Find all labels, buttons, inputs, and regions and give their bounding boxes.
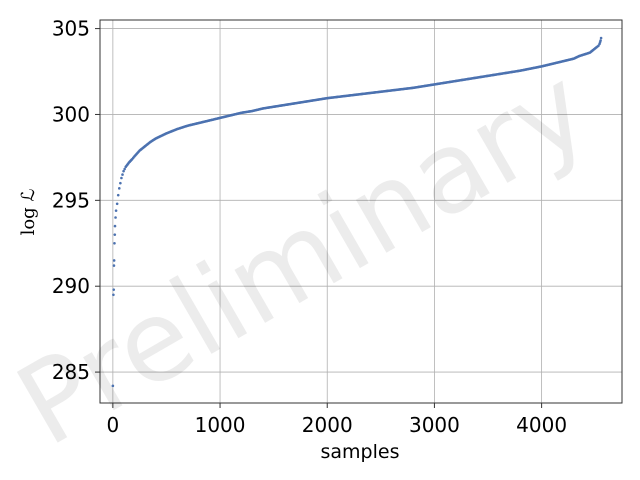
data-point <box>130 158 133 162</box>
data-point <box>123 167 126 171</box>
data-point <box>112 293 115 297</box>
data-point <box>113 224 117 228</box>
x-tick-label: 1000 <box>195 413 246 437</box>
data-point <box>599 36 603 40</box>
data-point <box>116 193 120 197</box>
data-point <box>112 264 116 267</box>
x-tick-label: 0 <box>106 413 119 437</box>
data-point <box>114 209 118 212</box>
y-tick-label: 290 <box>52 274 90 298</box>
x-tick-labels: 0 1000 2000 3000 4000 <box>106 403 567 437</box>
y-axis-title: log ℒ <box>18 189 39 236</box>
data-point <box>594 46 598 49</box>
x-tick-label: 4000 <box>516 413 567 437</box>
data-point <box>112 259 116 262</box>
y-tick-label: 285 <box>52 360 90 384</box>
x-axis-title: samples <box>321 441 400 463</box>
data-point <box>115 202 119 206</box>
data-point <box>148 141 151 144</box>
data-point <box>117 187 121 190</box>
data-point <box>599 39 602 42</box>
y-tick-labels: 285 290 295 300 305 <box>52 17 100 384</box>
data-points <box>111 36 603 388</box>
y-tick-label: 305 <box>52 17 90 41</box>
plot-frame <box>99 19 623 404</box>
data-point <box>120 176 123 180</box>
data-point <box>119 181 122 185</box>
data-point <box>113 241 116 245</box>
data-point <box>111 384 115 388</box>
data-point <box>590 49 594 53</box>
data-point <box>112 288 116 291</box>
preliminary-watermark: Preliminary <box>0 43 609 472</box>
data-point <box>113 233 117 236</box>
data-point <box>592 47 596 51</box>
data-point <box>137 150 141 153</box>
data-point <box>142 145 146 149</box>
data-point <box>126 162 130 165</box>
grid-lines <box>100 20 622 403</box>
data-point <box>121 173 124 176</box>
y-tick-label: 300 <box>52 102 90 126</box>
data-point <box>114 216 117 219</box>
x-tick-label: 3000 <box>409 413 460 437</box>
y-tick-label: 295 <box>52 188 90 212</box>
x-tick-label: 2000 <box>302 413 353 437</box>
data-point <box>122 169 125 173</box>
data-point <box>131 156 135 160</box>
